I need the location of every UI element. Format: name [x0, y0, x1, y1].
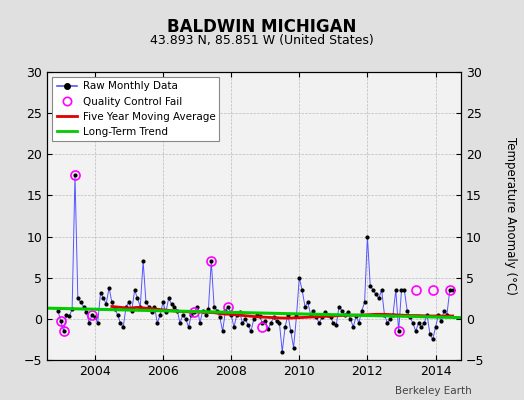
Text: 43.893 N, 85.851 W (United States): 43.893 N, 85.851 W (United States) [150, 34, 374, 47]
Text: BALDWIN MICHIGAN: BALDWIN MICHIGAN [167, 18, 357, 36]
Y-axis label: Temperature Anomaly (°C): Temperature Anomaly (°C) [504, 137, 517, 295]
Text: Berkeley Earth: Berkeley Earth [395, 386, 472, 396]
Legend: Raw Monthly Data, Quality Control Fail, Five Year Moving Average, Long-Term Tren: Raw Monthly Data, Quality Control Fail, … [52, 77, 220, 141]
